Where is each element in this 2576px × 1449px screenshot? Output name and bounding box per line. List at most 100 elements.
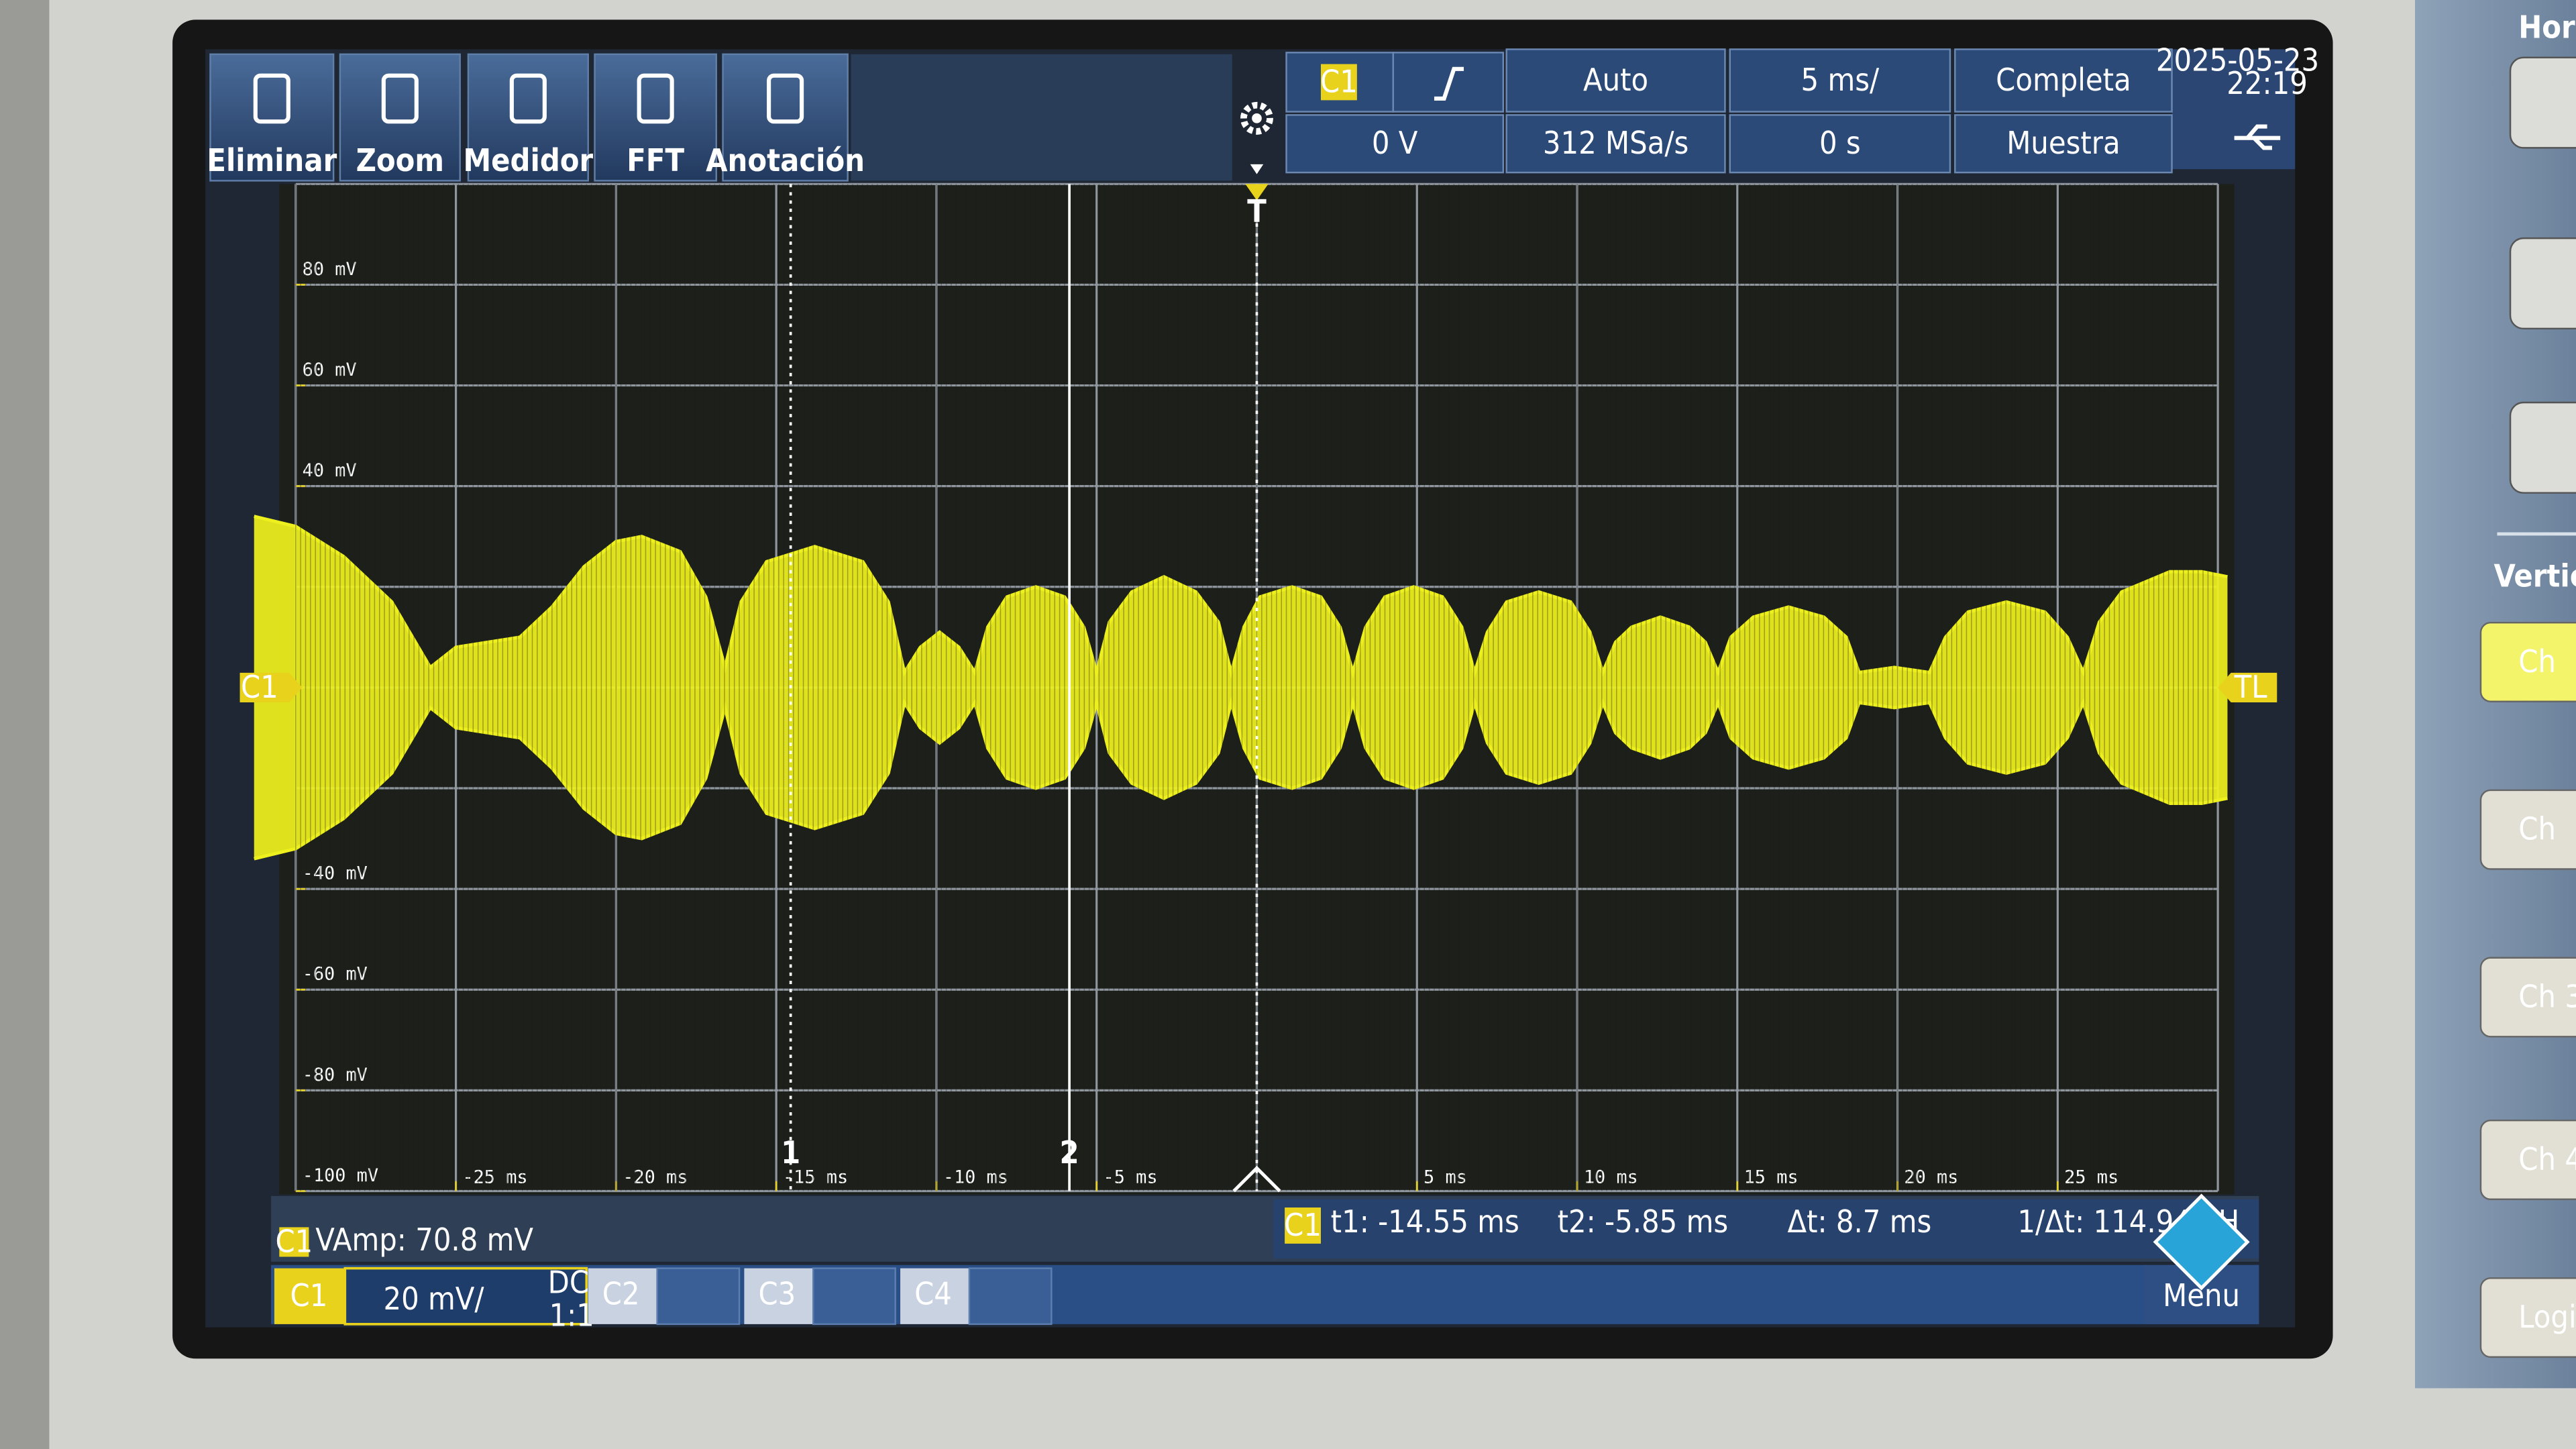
trigger-level-cell[interactable] [1285, 114, 1505, 174]
settings-icon-center [1252, 113, 1262, 123]
side-button[interactable] [2479, 1119, 2576, 1200]
x-tick-label: 15 ms [1744, 1167, 1799, 1187]
plot-overlay: T 1 2 C1 TL [239, 184, 2277, 1193]
acquisition-mode-cell[interactable] [1954, 114, 2173, 174]
x-tick-label: 10 ms [1584, 1167, 1638, 1187]
trigger-level-marker: TL [2234, 669, 2268, 705]
time: 22:19 [2226, 65, 2308, 101]
side-button-label: Ch [2518, 811, 2556, 847]
side-button-label: Ch [2518, 643, 2556, 680]
toolbar-icon [637, 73, 674, 124]
side-button[interactable] [2479, 957, 2576, 1038]
dropdown-icon [1250, 164, 1264, 174]
trigger-slope-icon [1434, 66, 1464, 101]
acquisition-mode: Muestra [2006, 125, 2120, 161]
channel-scale-box[interactable] [812, 1267, 896, 1326]
toolbar: Eliminar Zoom Medidor FFT Anotación [207, 53, 865, 182]
x-tick-label: -25 ms [462, 1167, 527, 1187]
toolbar-label: Medidor [463, 142, 593, 178]
x-tick-label: 20 ms [1904, 1167, 1958, 1187]
cursor-label: 2 [1060, 1134, 1079, 1171]
channel-button[interactable] [900, 1268, 969, 1324]
usb-icon [2234, 124, 2281, 150]
side-button[interactable] [2479, 789, 2576, 870]
channel-marker-shape [239, 672, 303, 702]
x-tick-label: -20 ms [623, 1167, 688, 1187]
y-tick-label: 40 mV [303, 460, 357, 481]
bottom-panel: C1 VAmp: 70.8 mV C1 t1: -14.55 ms t2: -5.85 … [274, 1193, 2259, 1334]
channel-label: C2 [602, 1276, 640, 1312]
y-tick-label: -40 mV [303, 863, 368, 884]
trigger-marker: T [1247, 193, 1267, 229]
settings-icon[interactable] [1240, 101, 1273, 135]
bezel-edge [0, 0, 50, 1449]
horizontal-position-cell[interactable] [1729, 114, 1951, 174]
y-tick-label: 80 mV [303, 259, 357, 280]
trigger-source: C1 [1320, 63, 1358, 99]
cursor-channel: C1 [1284, 1207, 1322, 1243]
y-tick-label: -100 mV [303, 1165, 378, 1186]
channel-scale-box[interactable] [968, 1267, 1053, 1326]
menu-label: Menu [2163, 1277, 2240, 1313]
side-button-label: Logic [2518, 1299, 2576, 1335]
measurement-channel: C1 [275, 1223, 313, 1259]
channel-marker: C1 [241, 669, 278, 705]
y-tick-label: -80 mV [303, 1065, 368, 1085]
side-button[interactable] [2479, 621, 2576, 702]
side-button[interactable] [2479, 1277, 2576, 1358]
side-knob-button[interactable] [2509, 401, 2576, 494]
x-tick-label: -10 ms [943, 1167, 1008, 1187]
side-button-label: Ch 3 [2518, 978, 2576, 1014]
toolbar-label: FFT [627, 142, 684, 178]
x-tick-label: 5 ms [1424, 1167, 1467, 1187]
cursor-readout-dt: Δt: 8.7 ms [1787, 1203, 1931, 1240]
toolbar-icon [253, 73, 290, 124]
trigger-level: 0 V [1372, 125, 1418, 161]
y-tick-label: 60 mV [303, 360, 357, 380]
c1-scale: 20 mV/ [384, 1281, 485, 1317]
trigger-source-badge [1320, 64, 1357, 101]
trigger-mode-cell[interactable] [1505, 48, 1726, 113]
cursor-readout-bar [1273, 1199, 2259, 1258]
side-controls: Hori Vertica Ch Ch Ch 3 Ch 4 Logic [2479, 9, 2576, 1358]
toolbar-icon [381, 73, 419, 124]
timebase: 5 ms/ [1801, 62, 1880, 98]
toolbar-icon [509, 73, 547, 124]
trigger-level-marker-shape [2218, 672, 2277, 702]
channel-label: C4 [914, 1276, 952, 1312]
trigger-marker-shape [1245, 184, 1269, 201]
toolbar-label: Zoom [356, 142, 444, 178]
side-button-label: Ch 4 [2518, 1141, 2576, 1177]
waveform-fill [254, 516, 2228, 859]
x-tick-label: -5 ms [1103, 1167, 1157, 1187]
channel-scale-box[interactable] [656, 1267, 741, 1326]
cursor-readout-t2: t2: -5.85 ms [1558, 1203, 1729, 1240]
logo [2153, 1193, 2250, 1291]
sample-rate-cell[interactable] [1505, 114, 1726, 174]
c1-button[interactable] [274, 1268, 345, 1324]
channel-label: C3 [758, 1276, 796, 1312]
record-length-cell[interactable] [1954, 48, 2173, 113]
c1-scale-box[interactable] [343, 1267, 588, 1326]
channel-button[interactable] [744, 1268, 814, 1324]
timebase-cell[interactable] [1729, 48, 1951, 113]
trigger-position-marker [1232, 1165, 1281, 1193]
status-bar: C1 Auto 5 ms/Completa 0 V 312 MSa/s 0 s Muestr… [1285, 42, 2319, 174]
y-tick-label: -60 mV [303, 964, 368, 985]
toolbar-blank [851, 54, 1232, 181]
c1-label: C1 [290, 1277, 327, 1313]
channel-button[interactable] [588, 1268, 657, 1324]
side-knob-button[interactable] [2509, 237, 2576, 330]
horizontal-position: 0 s [1819, 125, 1861, 161]
record-length: Completa [1996, 62, 2131, 98]
date: 2025-05-23 [2156, 42, 2319, 78]
trigger-mode: Auto [1583, 62, 1648, 98]
datetime-box [2171, 49, 2296, 170]
side-knob-button[interactable] [2509, 56, 2576, 149]
waveform-envelope-upper [254, 515, 2228, 679]
cursor-channel-badge [1285, 1208, 1321, 1244]
cursor-label: 1 [781, 1134, 800, 1171]
measurement-value: VAmp: 70.8 mV [315, 1222, 533, 1258]
